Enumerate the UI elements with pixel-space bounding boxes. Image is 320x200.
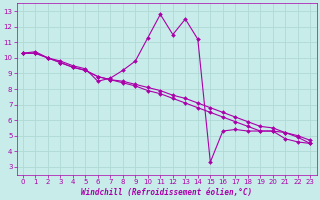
X-axis label: Windchill (Refroidissement éolien,°C): Windchill (Refroidissement éolien,°C) xyxy=(81,188,252,197)
